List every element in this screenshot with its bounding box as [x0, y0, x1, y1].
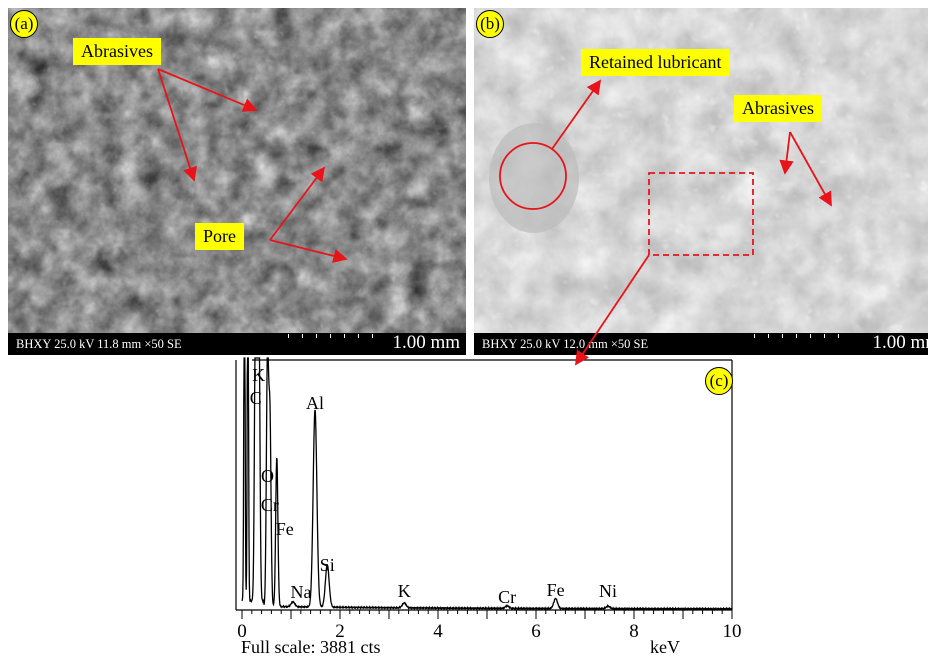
- sem-image-a: (a) Abrasives Pore BHXY 25.0 kV 11.8 mm …: [8, 8, 466, 355]
- sem-texture-a: [8, 8, 466, 355]
- scale-info-a: BHXY 25.0 kV 11.8 mm ×50 SE: [16, 337, 182, 351]
- abrasives-label-b: Abrasives: [734, 95, 822, 122]
- peak-label-o: O: [261, 466, 274, 486]
- x-unit-label: keV: [650, 637, 680, 657]
- peak-label-fe: Fe: [276, 519, 294, 539]
- x-tick-label: 4: [433, 621, 443, 642]
- peak-label-si: Si: [320, 555, 335, 575]
- peak-label-al: Al: [306, 393, 324, 413]
- x-tick-label: 6: [531, 621, 541, 642]
- spectrum-line: [241, 357, 733, 612]
- peak-label-c: C: [250, 388, 262, 408]
- peak-label-cr: Cr: [498, 587, 516, 607]
- panel-b-badge: (b): [476, 10, 504, 38]
- scale-bar-a: BHXY 25.0 kV 11.8 mm ×50 SE 1.00 mm: [8, 332, 466, 355]
- full-scale-label: Full scale: 3881 cts: [241, 637, 381, 657]
- tick-labels: 0 2 4 6 8 10: [237, 621, 741, 642]
- peak-label-ni: Ni: [599, 581, 617, 601]
- peak-label-k: K: [252, 365, 265, 385]
- retained-lubricant-label: Retained lubricant: [581, 49, 730, 76]
- scale-length-a: 1.00 mm: [392, 332, 460, 353]
- scale-length-b: 1.00 mm: [872, 332, 928, 353]
- sem-image-b: (b) Retained lubricant Abrasives BHXY 25…: [474, 8, 928, 355]
- abrasives-label-a: Abrasives: [73, 38, 161, 65]
- x-tick-label: 8: [629, 621, 639, 642]
- peak-label-fe: Fe: [547, 580, 565, 600]
- pore-label: Pore: [195, 223, 244, 250]
- panel-c-badge: (c): [705, 367, 733, 395]
- peak-label-k: K: [398, 581, 411, 601]
- peak-label-na: Na: [290, 582, 311, 602]
- peak-label-cr: Cr: [261, 495, 279, 515]
- x-tick-label: 10: [723, 621, 742, 642]
- x-tick-label: 0: [237, 621, 247, 642]
- scale-ticks: [754, 334, 848, 338]
- panel-a-badge: (a): [10, 10, 38, 38]
- x-tick-label: 2: [335, 621, 345, 642]
- scale-ticks: [288, 334, 386, 338]
